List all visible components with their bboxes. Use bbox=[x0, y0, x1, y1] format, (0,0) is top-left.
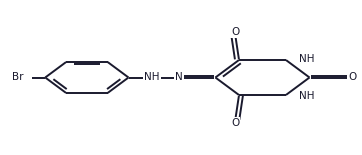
Text: NH: NH bbox=[299, 54, 314, 64]
Text: O: O bbox=[349, 73, 357, 82]
Text: NH: NH bbox=[144, 73, 160, 82]
Text: N: N bbox=[175, 73, 183, 82]
Text: NH: NH bbox=[299, 91, 314, 101]
Text: O: O bbox=[231, 27, 239, 37]
Text: Br: Br bbox=[12, 73, 24, 82]
Text: O: O bbox=[231, 118, 239, 128]
